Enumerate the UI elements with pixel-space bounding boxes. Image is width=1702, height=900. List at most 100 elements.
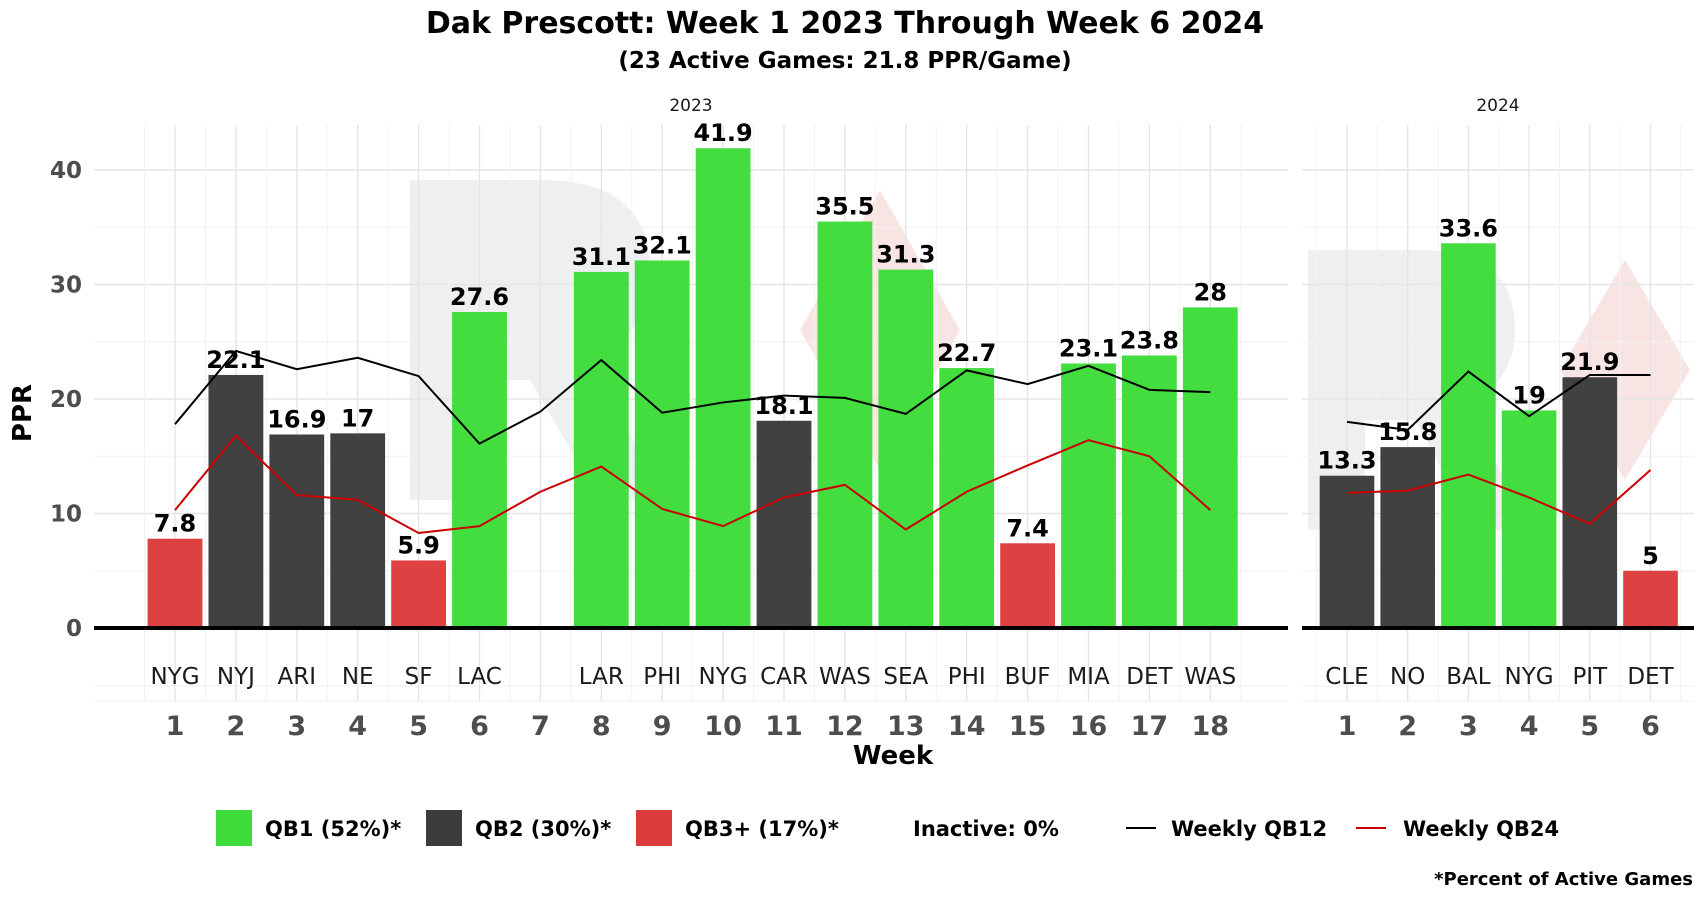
facet-label-2024: 2024 [1476,96,1519,116]
bar-2024-week-3 [1441,243,1496,628]
y-tick-label: 10 [50,502,82,528]
week-tick-label: 6 [470,711,489,742]
week-tick-label: 7 [531,711,550,742]
week-tick-label: 5 [409,711,428,742]
opponent-label: MIA [1067,664,1110,690]
line-qb12-2023 [174,349,1211,445]
legend: QB1 (52%)* QB2 (30%)* QB3+ (17%)* Inacti… [216,810,1559,846]
bar-value-label: 31.1 [572,243,631,271]
week-tick-label: 4 [348,711,367,742]
bar-value-label: 21.9 [1560,348,1619,376]
bar-2023-week-18 [1182,307,1238,628]
opponent-label: WAS [1184,664,1236,690]
opponent-label: NYG [1505,664,1554,690]
opponent-label: NO [1390,664,1425,690]
y-tick-label: 20 [50,387,82,413]
bar-2023-week-6 [452,311,507,628]
opponent-label: SF [405,664,433,690]
opponent-label: LAR [579,664,624,690]
opponent-label: PIT [1572,664,1608,690]
chart-subtitle: (23 Active Games: 21.8 PPR/Game) [618,48,1071,74]
bar-value-label: 41.9 [693,119,752,147]
week-tick-label: 15 [1009,711,1047,742]
bar-value-label: 18.1 [754,392,813,420]
bar-value-label: 22.7 [937,339,996,367]
week-tick-label: 9 [653,711,672,742]
week-tick-label: 3 [287,711,306,742]
bar-2023-week-9 [634,260,690,628]
week-tick-label: 1 [1338,711,1357,742]
x-axis: NYG 1 NYJ 2 ARI 3 NE 4 SF 5 LAC 6 7 LAR 8 PHI 9 NYG 10 CAR 1… [94,626,1694,742]
y-ticks: 0 10 20 30 40 [50,158,82,642]
bar-2023-week-1 [147,538,203,628]
opponent-label: DET [1627,664,1674,690]
bar-value-label: 7.8 [154,510,197,538]
opponent-label: CLE [1325,664,1368,690]
bar-value-label: 27.6 [450,283,509,311]
line-qb12-2024 [1346,370,1651,431]
y-axis-title: PPR [8,384,38,442]
legend-inactive: Inactive: 0% [913,817,1059,841]
bar-2024-week-5 [1562,377,1618,628]
bar-value-label: 32.1 [633,231,692,259]
opponent-label: SEA [883,664,928,690]
bar-2024-week-1 [1319,475,1375,628]
legend-label-qb24: Weekly QB24 [1403,817,1559,841]
legend-label-qb2: QB2 (30%)* [475,817,611,841]
week-tick-label: 11 [765,711,803,742]
week-tick-label: 12 [826,711,864,742]
bar-2023-week-4 [330,433,386,628]
bar-value-label: 23.1 [1059,335,1118,363]
week-tick-label: 13 [887,711,925,742]
bar-2023-week-3 [269,434,325,628]
bar-2023-week-11 [756,420,812,628]
bar-value-label: 33.6 [1439,214,1498,242]
bar-2023-week-16 [1061,363,1116,628]
bars [147,148,1678,628]
week-tick-label: 3 [1459,711,1478,742]
bar-value-label: 5 [1642,542,1659,570]
caption: *Percent of Active Games [1434,869,1693,890]
bar-2023-week-12 [817,221,873,628]
y-tick-label: 30 [50,273,82,299]
bar-value-label: 19 [1512,381,1545,409]
bar-value-label: 28 [1194,278,1227,306]
opponent-label: NYG [150,664,199,690]
opponent-label: WAS [819,664,871,690]
opponent-label: NE [342,664,374,690]
opponent-label: ARI [278,664,317,690]
facet-label-2023: 2023 [669,96,712,116]
bar-2023-week-5 [391,560,447,628]
reference-lines [174,349,1652,534]
bar-2024-week-4 [1501,410,1557,628]
week-tick-label: 4 [1520,711,1539,742]
opponent-label: BUF [1005,664,1051,690]
week-tick-label: 16 [1070,711,1108,742]
bar-value-label: 15.8 [1378,418,1437,446]
opponent-label: PHI [948,664,986,690]
opponent-label: LAC [457,664,502,690]
bar-2024-week-2 [1380,447,1436,628]
week-tick-label: 8 [592,711,611,742]
week-tick-label: 10 [704,711,742,742]
bar-value-label: 31.3 [876,241,935,269]
bar-value-label: 35.5 [815,193,874,221]
line-qb24-2023 [174,434,1211,534]
opponent-label: PHI [643,664,681,690]
bar-value-label: 23.8 [1120,326,1179,354]
bar-2023-week-2 [208,374,264,628]
week-tick-label: 18 [1192,711,1230,742]
legend-label-qb3: QB3+ (17%)* [685,817,839,841]
bar-2023-week-13 [878,269,934,628]
opponent-label: DET [1126,664,1173,690]
bar-value-label: 5.9 [397,531,440,559]
bar-2023-week-15 [1000,543,1056,628]
bar-2023-week-17 [1121,355,1177,628]
week-tick-label: 1 [166,711,185,742]
bar-labels: 2023 7.8 22.1 16.9 17 5.9 27.6 31.1 32.1 41.9 18.1… [154,96,1659,570]
legend-swatch-qb2 [426,810,462,846]
week-tick-label: 5 [1580,711,1599,742]
bar-2023-week-10 [695,148,751,628]
bar-value-label: 7.4 [1006,514,1049,542]
